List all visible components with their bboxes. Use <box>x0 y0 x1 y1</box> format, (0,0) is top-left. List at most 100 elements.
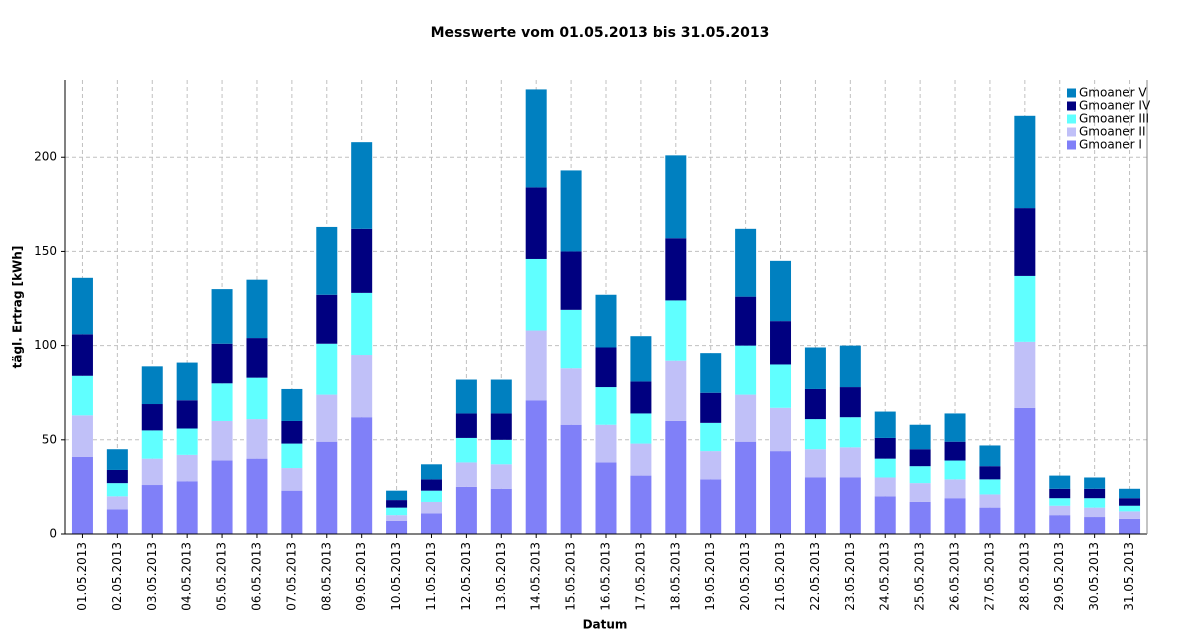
bar-segment <box>700 392 722 423</box>
bar-segment <box>281 420 303 444</box>
bar-segment <box>630 413 652 444</box>
bar-segment <box>106 449 128 470</box>
bar-segment <box>71 334 93 376</box>
legend-swatch <box>1067 127 1076 137</box>
bar-segment <box>874 437 896 459</box>
x-tick-label: 08.05.2013 <box>319 542 333 611</box>
legend-swatch <box>1067 101 1076 111</box>
bar-segment <box>595 294 617 348</box>
bar-segment <box>630 381 652 414</box>
bar-segment <box>1049 515 1071 534</box>
x-tick-label: 19.05.2013 <box>703 542 717 611</box>
x-tick-label: 23.05.2013 <box>843 542 857 611</box>
bar-segment <box>281 388 303 421</box>
bar-segment <box>351 292 373 356</box>
bar-segment <box>420 490 442 502</box>
bar-segment <box>386 500 408 508</box>
bar-segment <box>909 483 931 502</box>
bar-segment <box>560 424 582 534</box>
bar-segment <box>804 419 826 450</box>
bar-segment <box>455 379 477 414</box>
x-tick-label: 01.05.2013 <box>75 542 89 611</box>
bar-segment <box>1084 498 1106 508</box>
bar-segment <box>246 338 268 378</box>
bar-segment <box>211 383 233 421</box>
bar-segment <box>770 260 792 322</box>
bar-segment <box>1084 488 1106 499</box>
bar-segment <box>665 300 687 361</box>
bar-segment <box>839 387 861 418</box>
x-tick-label: 31.05.2013 <box>1122 542 1136 611</box>
bar-segment <box>316 294 338 344</box>
bar-segment <box>979 479 1001 495</box>
bar-segment <box>420 501 442 514</box>
bar-segment <box>211 289 233 344</box>
bar-segment <box>351 355 373 418</box>
bar-segment <box>1084 477 1106 489</box>
bar-segment <box>176 362 198 401</box>
bar-segment <box>211 460 233 534</box>
bar-segment <box>909 501 931 534</box>
bar-segment <box>1014 115 1036 209</box>
bar-segment <box>525 258 547 331</box>
bar-segment <box>630 336 652 382</box>
legend-swatch <box>1067 140 1076 150</box>
bar-segment <box>944 460 966 480</box>
bar-segment <box>839 417 861 448</box>
legend-label: Gmoaner II <box>1079 125 1146 139</box>
y-tick-label: 50 <box>42 432 57 446</box>
bar-segment <box>665 155 687 239</box>
bar-segment <box>1119 505 1141 512</box>
bar-segment <box>979 466 1001 480</box>
bar-segment <box>141 458 163 486</box>
bar-segment <box>874 477 896 497</box>
bar-segment <box>804 388 826 420</box>
bar-segment <box>176 428 198 455</box>
x-tick-label: 07.05.2013 <box>284 542 298 611</box>
bar-segment <box>909 449 931 467</box>
bar-segment <box>595 424 617 463</box>
bar-segment <box>490 413 512 440</box>
bar-segment <box>525 400 547 534</box>
bar-segment <box>1014 208 1036 276</box>
bar-segment <box>420 479 442 491</box>
bar-segment <box>735 228 757 297</box>
x-tick-label: 15.05.2013 <box>564 542 578 611</box>
bar-segment <box>455 437 477 463</box>
bar-segment <box>281 468 303 491</box>
bar-segment <box>141 485 163 534</box>
bar-segment <box>1049 488 1071 499</box>
bar-segment <box>455 462 477 487</box>
legend-label: Gmoaner V <box>1079 86 1147 100</box>
x-tick-label: 02.05.2013 <box>110 542 124 611</box>
bar-segment <box>839 477 861 534</box>
bar-segment <box>909 466 931 484</box>
x-tick-label: 22.05.2013 <box>808 542 822 611</box>
bar-segment <box>1084 517 1106 534</box>
bar-segment <box>874 458 896 478</box>
bar-segment <box>839 345 861 388</box>
bar-segment <box>420 513 442 534</box>
x-tick-label: 05.05.2013 <box>215 542 229 611</box>
bar-segment <box>246 419 268 459</box>
x-tick-label: 29.05.2013 <box>1052 542 1066 611</box>
bar-segment <box>944 413 966 442</box>
x-tick-label: 20.05.2013 <box>738 542 752 611</box>
bar-segment <box>979 507 1001 534</box>
bar-segment <box>176 400 198 429</box>
bar-segment <box>351 417 373 534</box>
bar-segment <box>979 445 1001 467</box>
bar-segment <box>1049 475 1071 489</box>
x-tick-label: 26.05.2013 <box>948 542 962 611</box>
bar-segment <box>839 447 861 478</box>
x-tick-label: 14.05.2013 <box>529 542 543 611</box>
bar-segment <box>804 477 826 534</box>
bar-segment <box>141 404 163 431</box>
x-tick-label: 18.05.2013 <box>668 542 682 611</box>
x-tick-label: 04.05.2013 <box>180 542 194 611</box>
x-tick-label: 27.05.2013 <box>982 542 996 611</box>
x-tick-label: 16.05.2013 <box>599 542 613 611</box>
bar-segment <box>770 364 792 408</box>
x-tick-label: 11.05.2013 <box>424 542 438 611</box>
bar-segment <box>630 475 652 534</box>
